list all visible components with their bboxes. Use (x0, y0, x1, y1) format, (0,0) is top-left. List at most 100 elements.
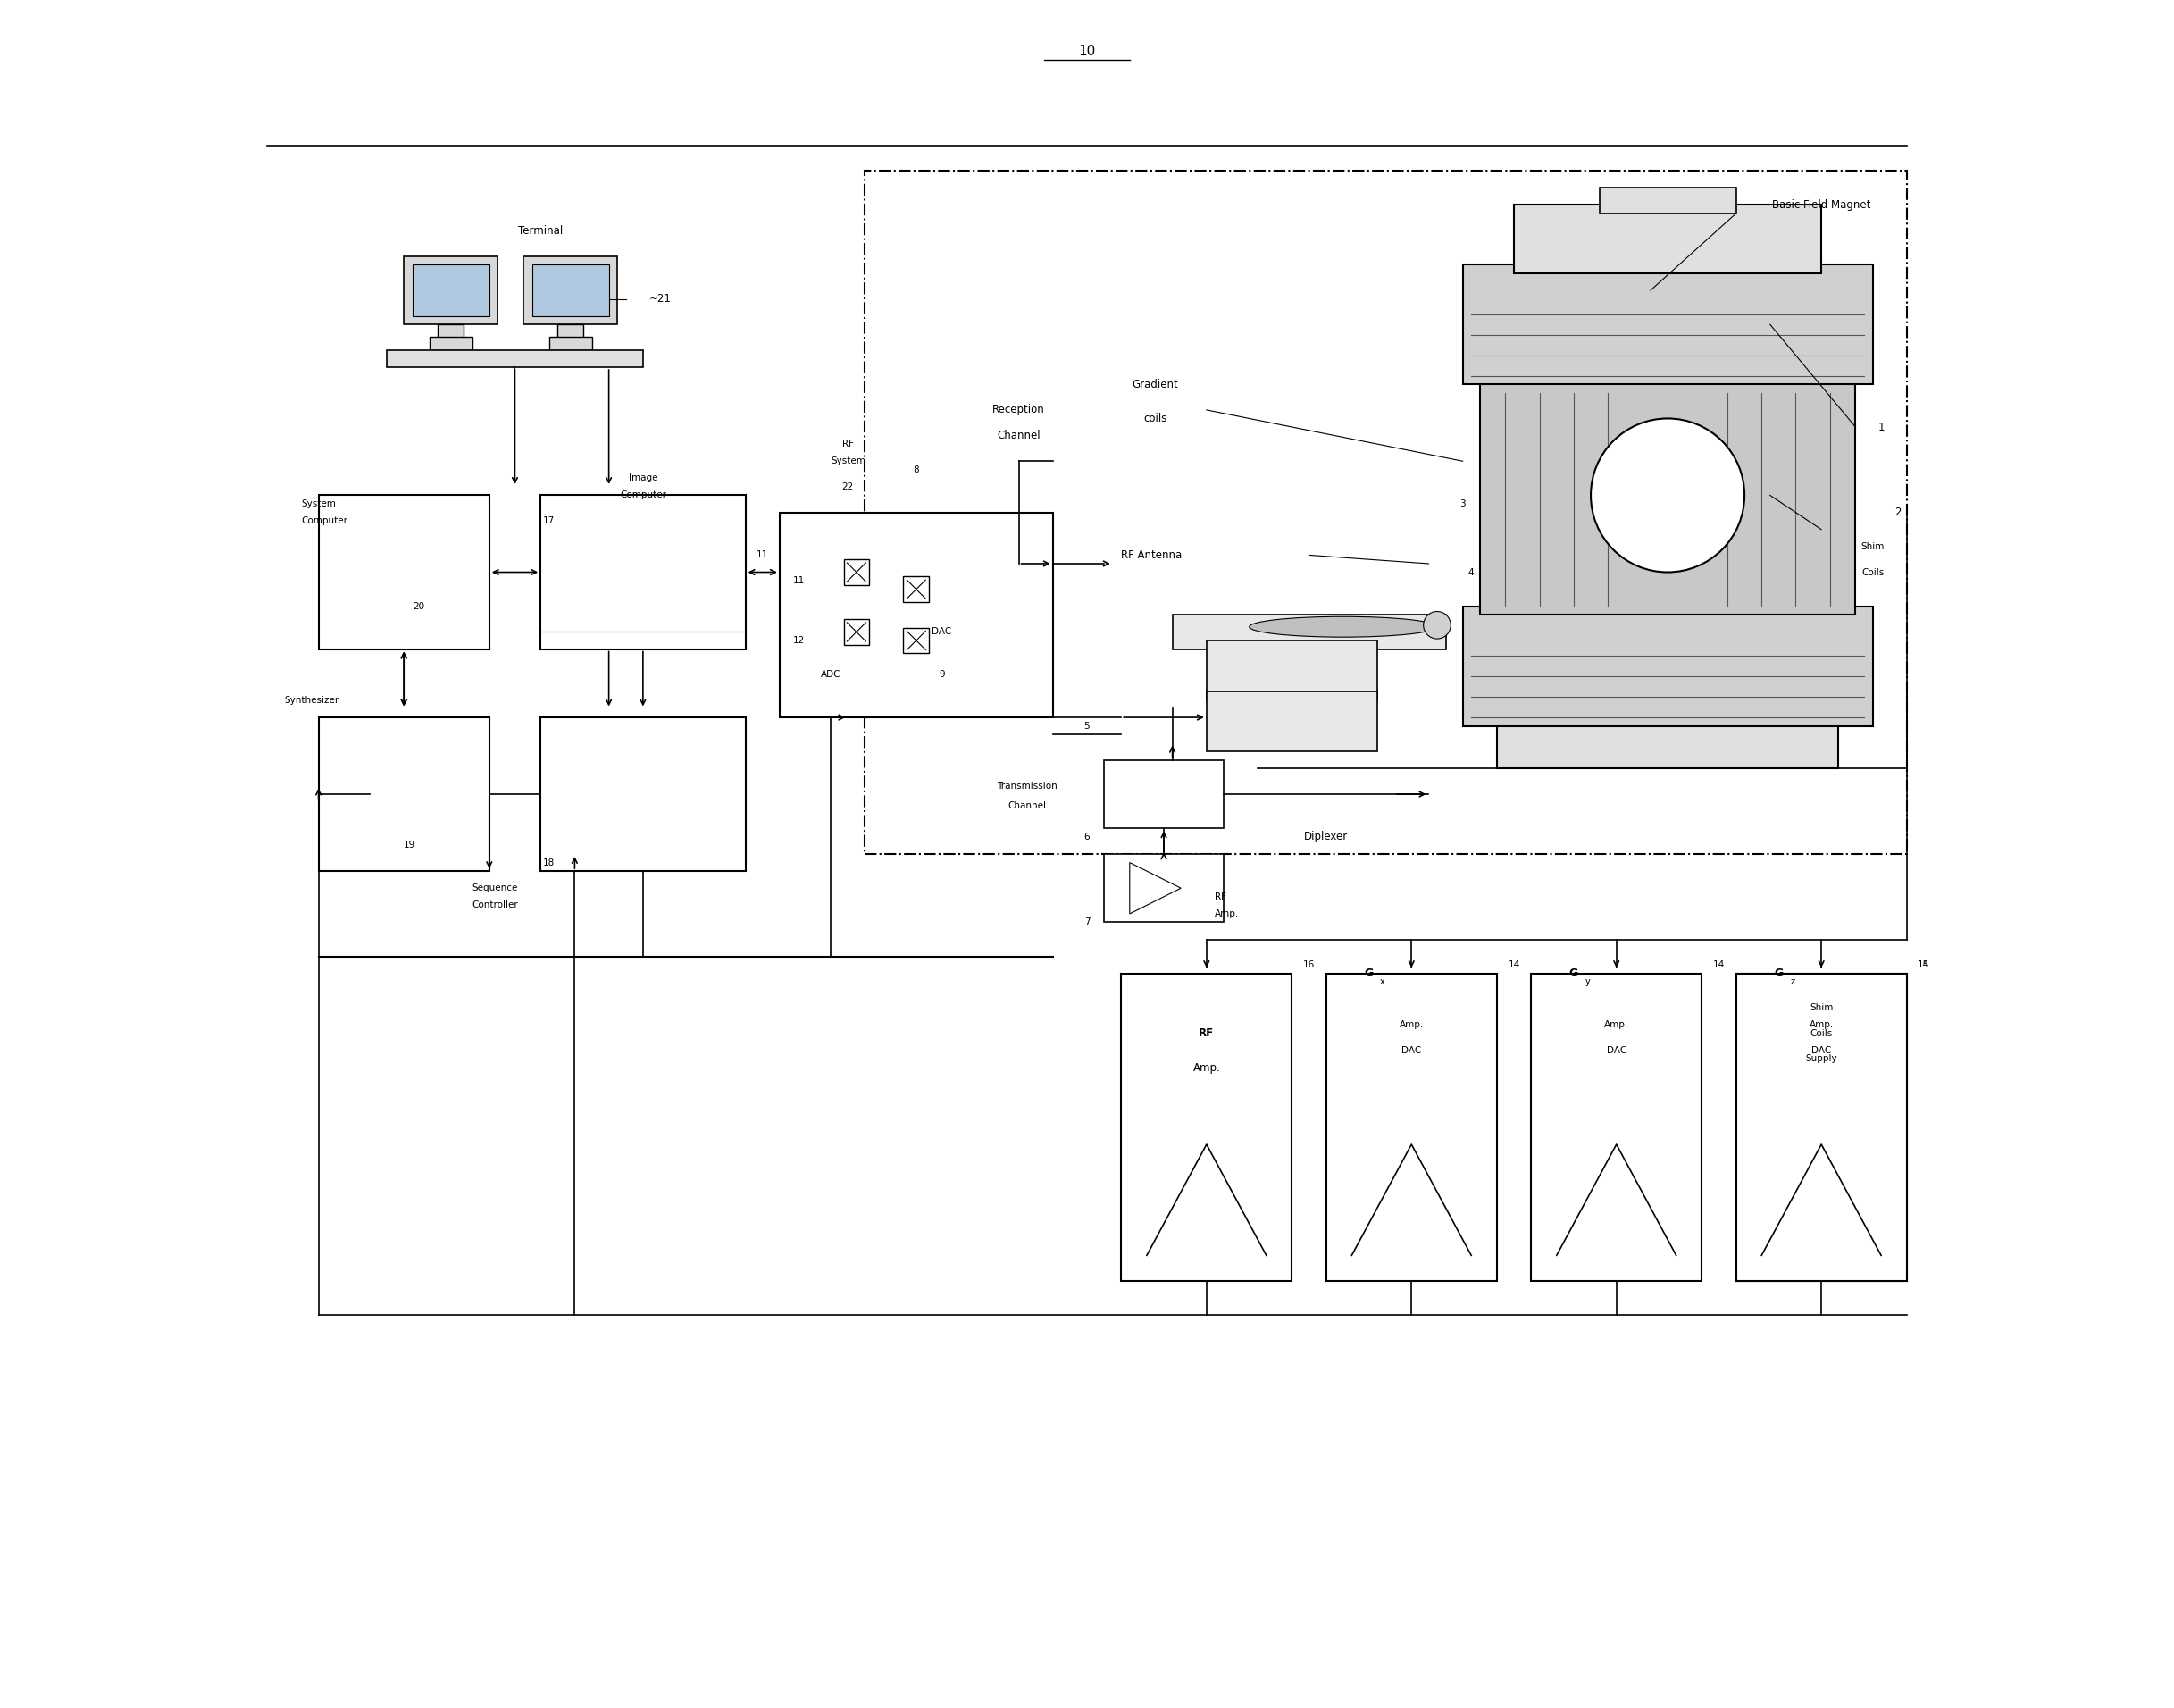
Text: Coils: Coils (1811, 1028, 1833, 1038)
Text: RF: RF (1198, 1028, 1215, 1038)
Circle shape (1424, 611, 1450, 639)
Text: RF: RF (841, 439, 854, 449)
Text: Shim: Shim (1809, 1003, 1833, 1013)
FancyBboxPatch shape (1530, 974, 1702, 1281)
FancyBboxPatch shape (844, 560, 870, 584)
FancyBboxPatch shape (865, 171, 1907, 854)
Text: 14: 14 (1917, 960, 1931, 970)
Text: y: y (1585, 977, 1589, 987)
FancyBboxPatch shape (1207, 692, 1378, 752)
FancyBboxPatch shape (1463, 265, 1872, 384)
Text: z: z (1789, 977, 1794, 987)
FancyBboxPatch shape (533, 265, 609, 316)
FancyBboxPatch shape (1513, 205, 1822, 273)
FancyBboxPatch shape (1326, 974, 1498, 1281)
Text: Synthesizer: Synthesizer (285, 695, 339, 705)
Text: 11: 11 (757, 550, 767, 560)
Text: 20: 20 (413, 601, 424, 611)
Text: 1: 1 (1878, 422, 1885, 432)
Text: Diplexer: Diplexer (1304, 832, 1348, 842)
Circle shape (1591, 418, 1744, 572)
FancyBboxPatch shape (1737, 974, 1907, 1281)
Text: DAC: DAC (1811, 1045, 1831, 1056)
Text: 15: 15 (1917, 960, 1931, 970)
FancyBboxPatch shape (1172, 615, 1446, 649)
Text: Controller: Controller (472, 900, 517, 910)
Text: G: G (1570, 968, 1578, 979)
Text: x: x (1380, 977, 1385, 987)
Text: 14: 14 (1713, 960, 1724, 970)
Text: Gradient: Gradient (1133, 379, 1178, 389)
Text: 14: 14 (1509, 960, 1520, 970)
Text: 2: 2 (1896, 507, 1902, 518)
Text: DAC: DAC (933, 627, 952, 637)
FancyBboxPatch shape (780, 512, 1052, 717)
Text: Computer: Computer (302, 516, 348, 526)
Text: 4: 4 (1467, 567, 1474, 577)
FancyBboxPatch shape (550, 336, 591, 350)
FancyBboxPatch shape (1600, 188, 1737, 214)
Text: M: M (1704, 490, 1715, 500)
Text: Computer: Computer (620, 490, 665, 500)
Text: 7: 7 (1085, 917, 1089, 927)
FancyBboxPatch shape (541, 495, 746, 649)
FancyBboxPatch shape (430, 336, 472, 350)
Text: System: System (830, 456, 865, 466)
Text: 6: 6 (1085, 832, 1089, 842)
Text: ~21: ~21 (650, 294, 672, 304)
Text: Amp.: Amp. (1604, 1020, 1628, 1030)
Text: 18: 18 (544, 857, 554, 868)
Text: 22: 22 (841, 482, 854, 492)
Text: coils: coils (1144, 413, 1167, 424)
FancyBboxPatch shape (904, 627, 928, 654)
FancyBboxPatch shape (844, 620, 870, 646)
Text: Channel: Channel (1009, 801, 1046, 811)
Text: RF Antenna: RF Antenna (1122, 550, 1183, 560)
Text: Channel: Channel (998, 430, 1041, 441)
FancyBboxPatch shape (437, 325, 463, 342)
Text: Transmission: Transmission (998, 781, 1057, 791)
Text: 11: 11 (794, 576, 804, 586)
Text: System: System (302, 499, 337, 509)
Text: 8: 8 (913, 465, 920, 475)
Text: Amp.: Amp. (1215, 909, 1239, 919)
Text: G: G (1365, 968, 1374, 979)
Text: Amp.: Amp. (1194, 1062, 1220, 1073)
Text: 12: 12 (794, 635, 804, 646)
FancyBboxPatch shape (904, 577, 928, 603)
Text: DAC: DAC (1607, 1045, 1626, 1056)
Text: G: G (1774, 968, 1783, 979)
Text: ADC: ADC (822, 670, 841, 680)
Text: RF: RF (1215, 892, 1226, 902)
FancyBboxPatch shape (413, 265, 489, 316)
FancyBboxPatch shape (1104, 854, 1224, 922)
Text: Amp.: Amp. (1809, 1020, 1833, 1030)
Text: Terminal: Terminal (517, 225, 563, 236)
FancyBboxPatch shape (1737, 974, 1907, 1281)
Text: DAC: DAC (1402, 1045, 1422, 1056)
Ellipse shape (1250, 617, 1437, 637)
FancyBboxPatch shape (1207, 640, 1378, 700)
FancyBboxPatch shape (1122, 974, 1291, 1281)
Text: 16: 16 (1302, 960, 1315, 970)
FancyBboxPatch shape (1480, 376, 1854, 615)
Text: 5: 5 (1085, 721, 1089, 731)
FancyBboxPatch shape (387, 350, 644, 367)
Text: 10: 10 (1078, 44, 1096, 58)
Text: Supply: Supply (1804, 1054, 1837, 1064)
Text: Basic Field Magnet: Basic Field Magnet (1772, 200, 1870, 210)
Text: 17: 17 (544, 516, 554, 526)
Text: Coils: Coils (1861, 567, 1885, 577)
Text: Amp.: Amp. (1400, 1020, 1424, 1030)
FancyBboxPatch shape (320, 717, 489, 871)
FancyBboxPatch shape (1104, 760, 1224, 828)
Text: 3: 3 (1459, 499, 1465, 509)
Text: 9: 9 (939, 670, 946, 680)
Text: Reception: Reception (994, 405, 1046, 415)
FancyBboxPatch shape (524, 256, 617, 325)
FancyBboxPatch shape (1498, 717, 1839, 769)
Polygon shape (1130, 863, 1180, 914)
FancyBboxPatch shape (541, 717, 746, 871)
Text: 19: 19 (404, 840, 415, 851)
FancyBboxPatch shape (1463, 606, 1872, 726)
